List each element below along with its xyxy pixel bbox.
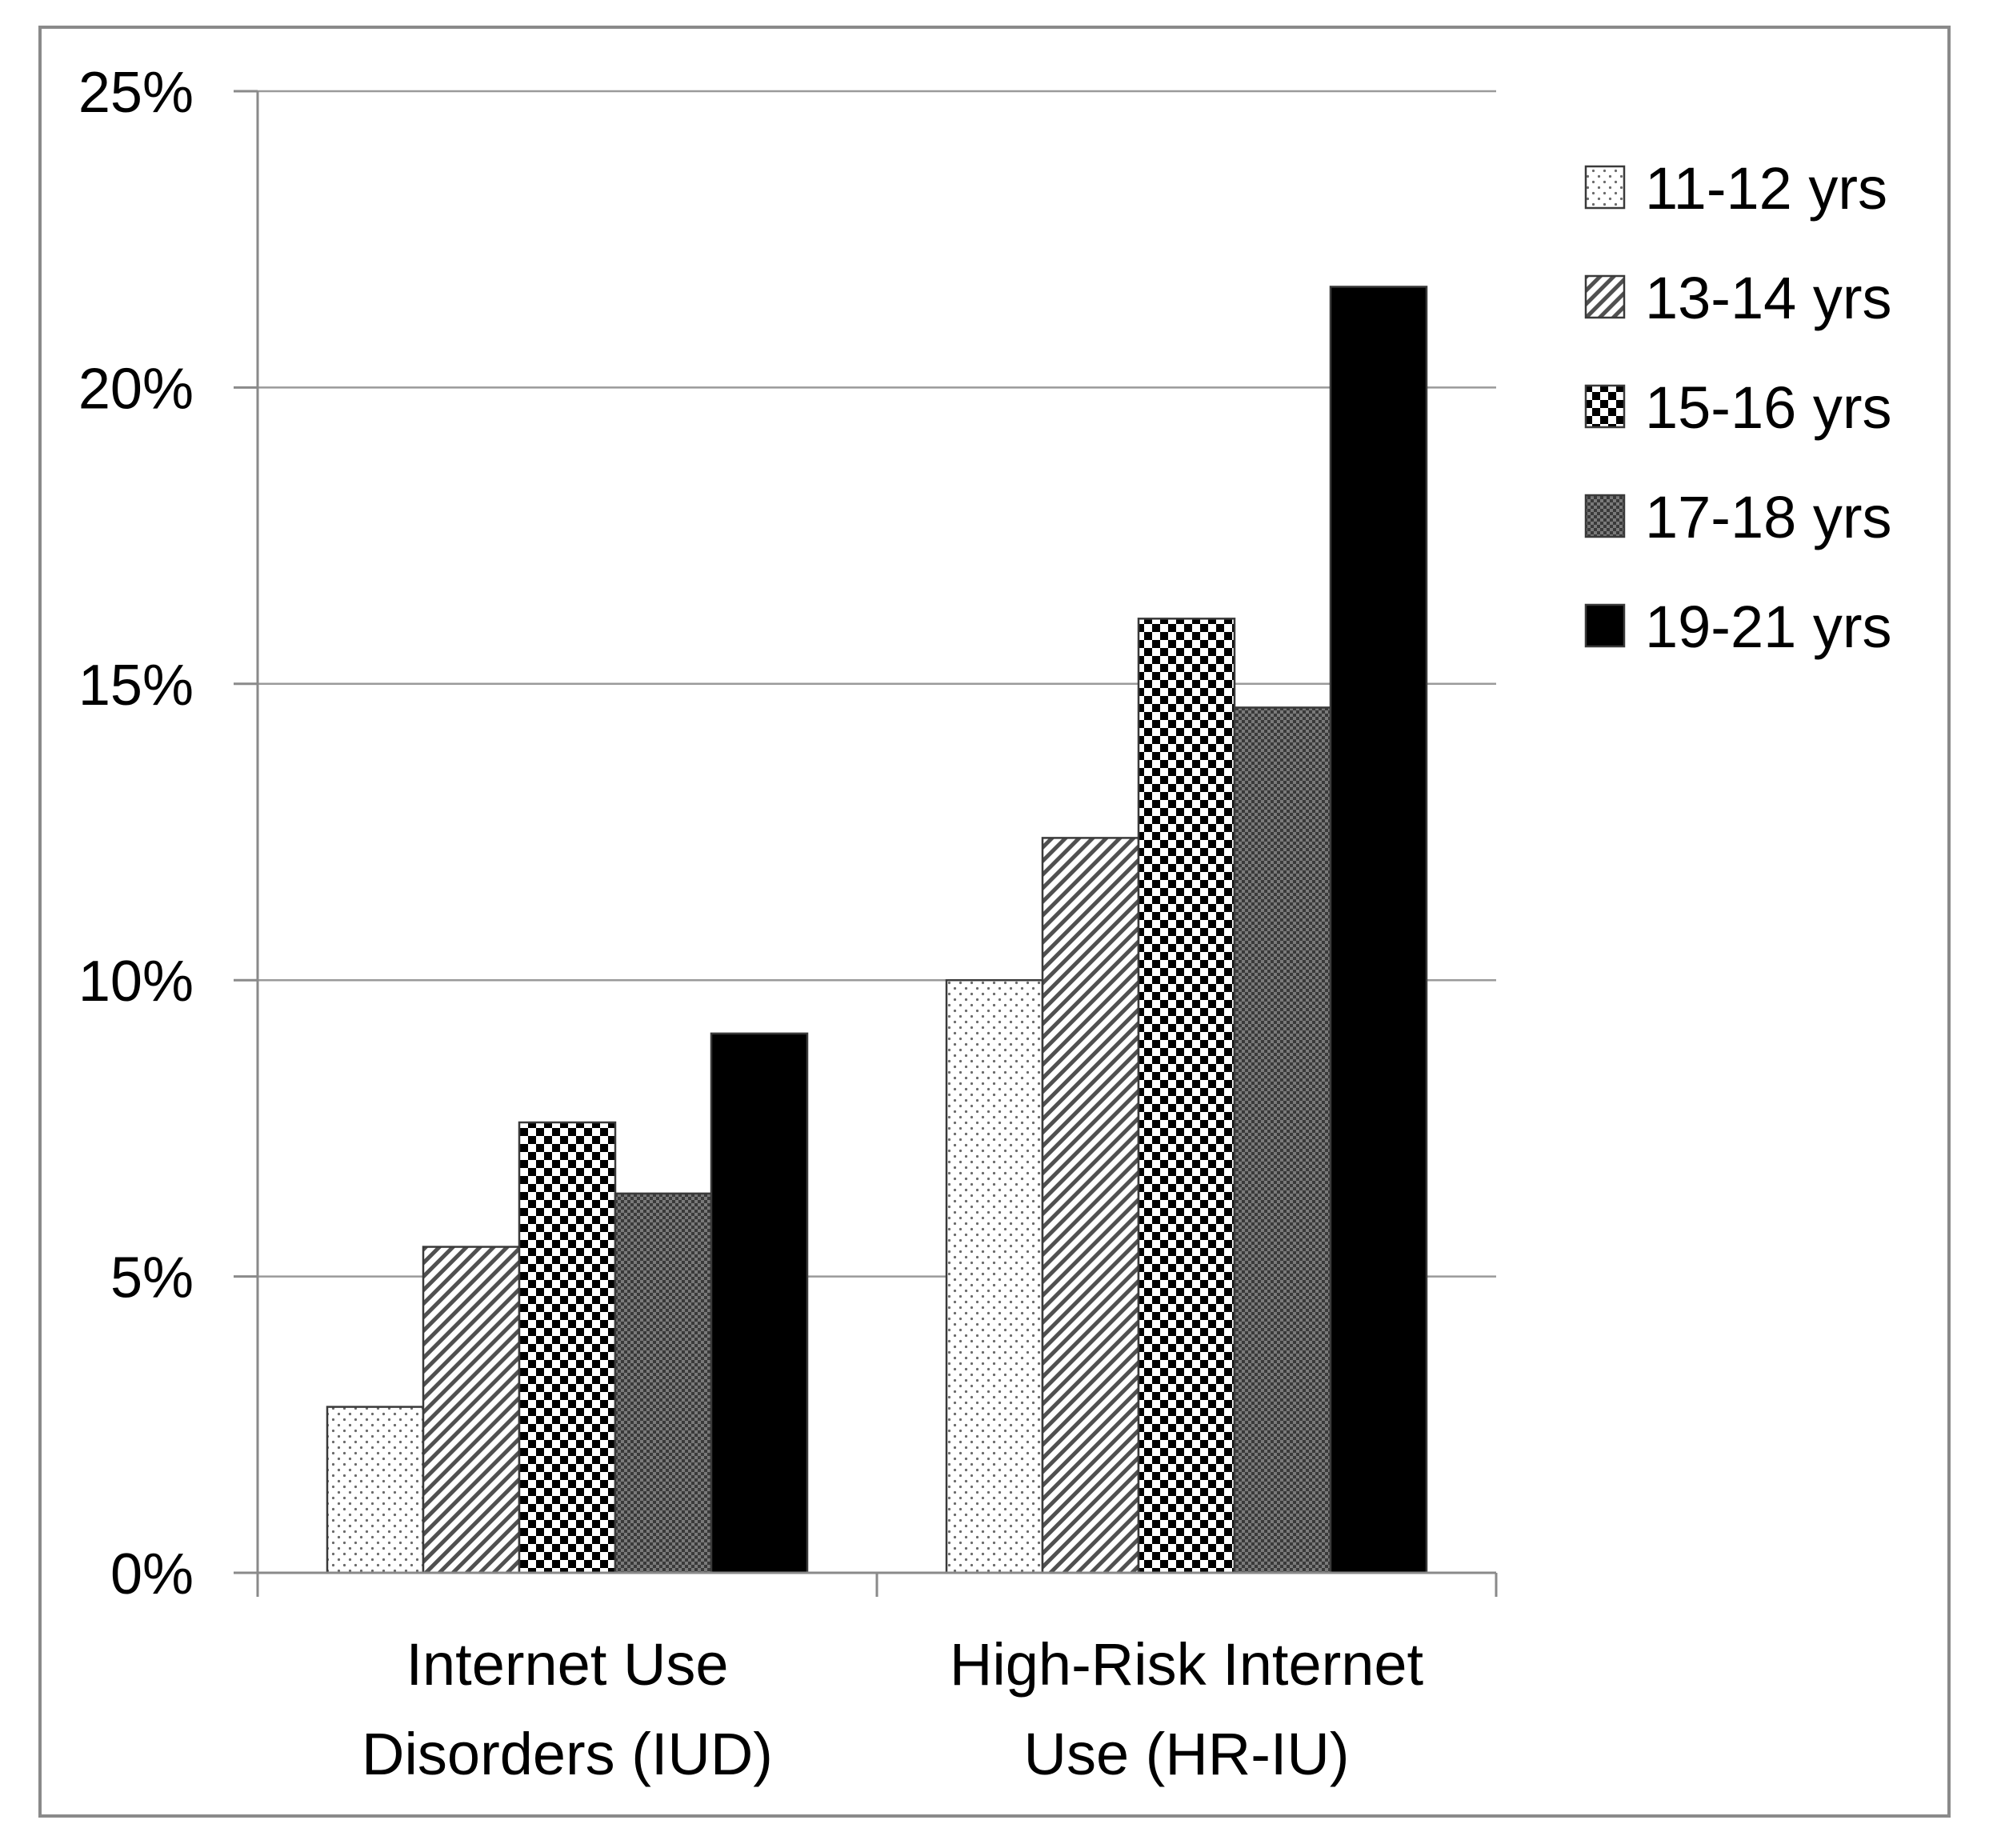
legend-label: 13-14 yrs <box>1645 265 1891 331</box>
bar-19-21-yrs-cat-0 <box>710 1032 809 1574</box>
legend-swatch <box>1584 494 1626 538</box>
category-label: Internet Use <box>406 1631 728 1698</box>
bar-13-14-yrs-cat-1 <box>1041 837 1140 1574</box>
category-label: High-Risk Internet <box>950 1631 1424 1698</box>
bar-11-12-yrs-cat-0 <box>326 1406 425 1574</box>
bar-19-21-yrs-cat-1 <box>1329 286 1428 1574</box>
bars <box>326 286 1428 1574</box>
bar-17-18-yrs-cat-0 <box>614 1192 713 1574</box>
y-tick-label: 25% <box>78 61 194 125</box>
bar-11-12-yrs-cat-1 <box>945 978 1044 1574</box>
bar-13-14-yrs-cat-0 <box>422 1246 521 1574</box>
bar-17-18-yrs-cat-1 <box>1233 706 1332 1574</box>
y-tick-label: 15% <box>78 654 194 718</box>
category-labels: Internet Use Disorders (IUD) High-Risk Int… <box>362 1631 1424 1787</box>
category-label: Use (HR-IU) <box>1024 1721 1350 1787</box>
y-tick-label: 0% <box>110 1542 194 1606</box>
legend-label: 15-16 yrs <box>1645 374 1891 441</box>
legend-swatch <box>1584 384 1626 429</box>
y-tick-labels: 0% 5% 10% 15% 20% 25% <box>78 61 194 1606</box>
legend: 11-12 yrs 13-14 yrs 15-16 yrs 17-18 yrs 19-2… <box>1584 155 1891 660</box>
legend-label: 19-21 yrs <box>1645 594 1891 660</box>
y-tick-label: 5% <box>110 1246 194 1310</box>
legend-label: 17-18 yrs <box>1645 484 1891 550</box>
category-label: Disorders (IUD) <box>362 1721 773 1787</box>
legend-swatch <box>1584 274 1626 319</box>
y-tick-label: 20% <box>78 357 194 421</box>
bar-15-16-yrs-cat-1 <box>1137 618 1236 1574</box>
bar-15-16-yrs-cat-0 <box>518 1121 617 1574</box>
y-tick-label: 10% <box>78 950 194 1014</box>
legend-label: 11-12 yrs <box>1645 155 1887 222</box>
legend-swatch <box>1584 603 1626 648</box>
axes <box>234 90 1498 1597</box>
legend-swatch <box>1584 165 1626 210</box>
